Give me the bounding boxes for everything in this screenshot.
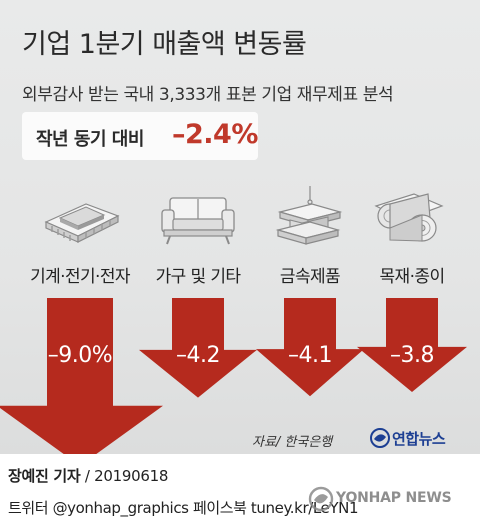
machine-icon [44, 203, 120, 243]
category-label: 가구 및 기타 [155, 267, 241, 287]
bar-arrow-shape [357, 298, 467, 392]
bar-value-label: –4.2 [176, 343, 220, 368]
change-rate-chart: –9.0% –4.2 –4.1 –3.8 [0, 298, 467, 454]
bar-value-label: –4.1 [288, 343, 332, 368]
page-title: 기업 1분기 매출액 변동률 [22, 29, 307, 60]
infographic-panel: 기업 1분기 매출액 변동률 외부감사 받는 국내 3,333개 표본 기업 재… [0, 0, 480, 454]
watermark-icon [308, 486, 334, 512]
yoy-value: –2.4% [172, 119, 258, 150]
bar-value-label: –9.0% [48, 343, 112, 368]
yonhap-logo-icon [370, 428, 390, 448]
bar-arrow-shape [256, 298, 364, 397]
subtitle: 외부감사 받는 국내 3,333개 표본 기업 재무제표 분석 [22, 85, 394, 105]
publish-date: / 20190618 [80, 467, 169, 485]
category-label: 목재·종이 [379, 267, 446, 287]
steel-beam-icon [275, 186, 343, 245]
bar-arrow [0, 298, 163, 454]
logo-text: 연합뉴스 [392, 430, 446, 448]
category-label: 금속제품 [279, 267, 341, 287]
yoy-summary-box: 작년 동기 대비 –2.4% [22, 112, 258, 160]
bar-arrow-shape [0, 298, 163, 454]
reporter-name: 장예진 기자 [8, 467, 81, 485]
bar-arrow [256, 298, 364, 397]
sofa-icon [161, 197, 235, 245]
category-label: 기계·전기·전자 [30, 267, 130, 287]
watermark: YONHAP NEWS [306, 482, 476, 516]
source-note: 자료/ 한국은행 [252, 435, 333, 450]
bar-arrow [139, 298, 257, 398]
wood-paper-roll-icon [374, 193, 444, 242]
bar-arrow [357, 298, 467, 392]
yonhap-logo: 연합뉴스 [370, 426, 470, 450]
watermark-text: YONHAP NEWS [336, 490, 452, 506]
social-handles: 트위터 @yonhap_graphics 페이스북 tuney.kr/LeYN1 [8, 499, 359, 517]
bar-value-label: –3.8 [390, 343, 434, 368]
byline: 장예진 기자 / 20190618 [8, 465, 168, 486]
yoy-label: 작년 동기 대비 [36, 129, 144, 150]
bar-arrow-shape [139, 298, 257, 398]
